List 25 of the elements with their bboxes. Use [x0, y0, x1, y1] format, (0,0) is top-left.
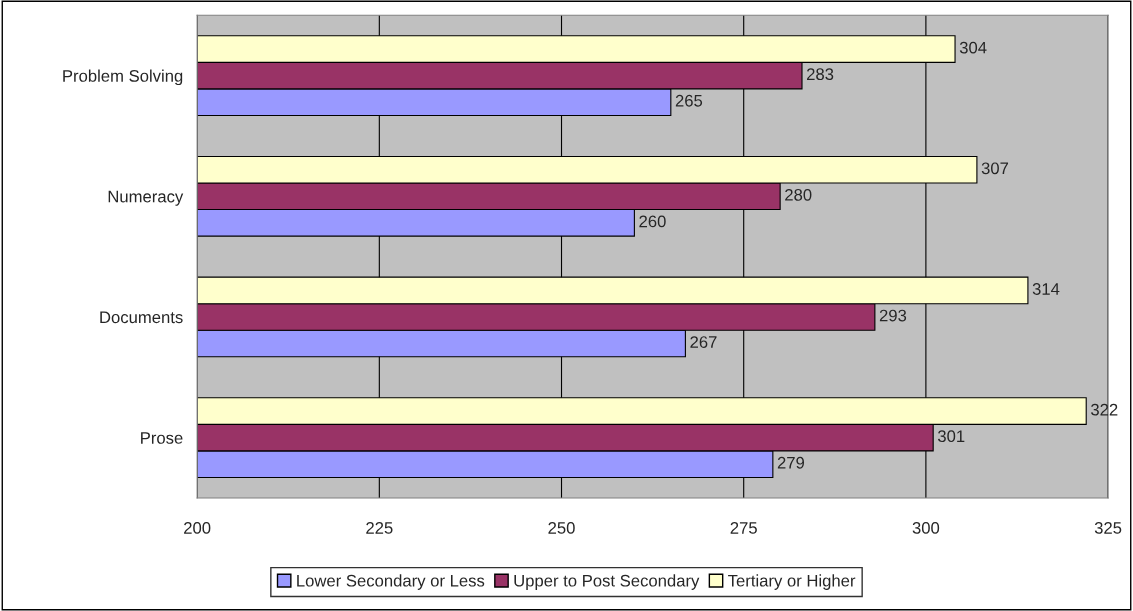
legend-label: Upper to Post Secondary [514, 574, 700, 590]
y-tick-label: Prose [141, 432, 183, 444]
data-label: 301 [937, 430, 965, 443]
x-tick-label: 250 [548, 522, 575, 534]
legend-label: Lower Secondary or Less [297, 574, 485, 590]
y-tick-label: Problem Solving [63, 69, 183, 86]
x-tick-label: 325 [1094, 522, 1122, 534]
x-tick-label: 225 [366, 522, 393, 534]
data-label: 280 [785, 188, 812, 201]
data-label: 267 [690, 336, 717, 348]
data-label: 265 [675, 94, 703, 107]
data-label: 307 [981, 162, 1009, 175]
x-tick-label: 275 [730, 522, 757, 534]
x-tick-label: 200 [184, 522, 211, 534]
legend-label: Tertiary or Higher [728, 574, 856, 590]
data-label: 322 [1091, 403, 1118, 416]
data-label: 260 [639, 215, 666, 228]
y-tick-label: Numeracy [108, 190, 184, 206]
data-label: 279 [777, 456, 805, 469]
data-label: 283 [807, 68, 834, 81]
data-label: 304 [959, 41, 987, 54]
y-tick-label: Documents [100, 311, 183, 324]
data-label: 293 [879, 309, 907, 322]
x-tick-label: 300 [912, 522, 940, 534]
data-label: 314 [1032, 283, 1060, 295]
